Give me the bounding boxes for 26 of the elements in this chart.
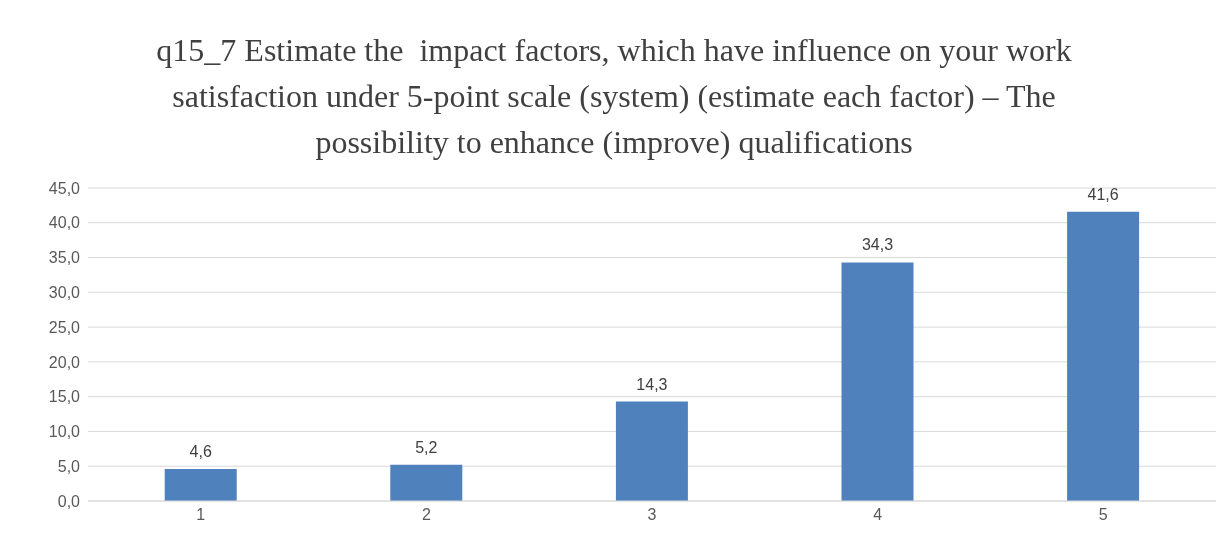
- y-tick-label: 10,0: [48, 423, 81, 441]
- x-tick-label: 2: [421, 506, 431, 524]
- y-tick-label: 35,0: [48, 249, 81, 267]
- x-tick-label: 5: [1098, 506, 1108, 524]
- x-tick-label: 3: [647, 506, 657, 524]
- y-tick-label: 30,0: [48, 284, 81, 302]
- y-tick-label: 20,0: [48, 353, 81, 371]
- x-tick-label: 4: [873, 506, 883, 524]
- chart-title: q15_7 Estimate the impact factors, which have influence on your work satisfaction under 5-point scale (system) (estimate each factor) – The possibility to enhance (improve) qualifications: [155, 31, 1073, 162]
- y-tick-label: 25,0: [48, 318, 81, 336]
- bar: [164, 469, 237, 501]
- x-tick-label: 1: [196, 506, 206, 524]
- bar: [615, 401, 688, 501]
- data-label: 14,3: [636, 375, 668, 393]
- data-label: 5,2: [415, 438, 438, 456]
- bar: [390, 464, 463, 501]
- data-label: 41,6: [1087, 185, 1119, 203]
- y-tick-label: 15,0: [48, 388, 81, 406]
- y-tick-label: 40,0: [48, 214, 81, 232]
- y-tick-label: 45,0: [48, 179, 81, 197]
- bar: [1067, 211, 1140, 501]
- data-label: 34,3: [861, 236, 894, 254]
- y-tick-label: 5,0: [57, 457, 81, 475]
- data-label: 4,6: [189, 443, 212, 460]
- bar: [841, 262, 914, 501]
- y-tick-label: 0,0: [57, 492, 81, 510]
